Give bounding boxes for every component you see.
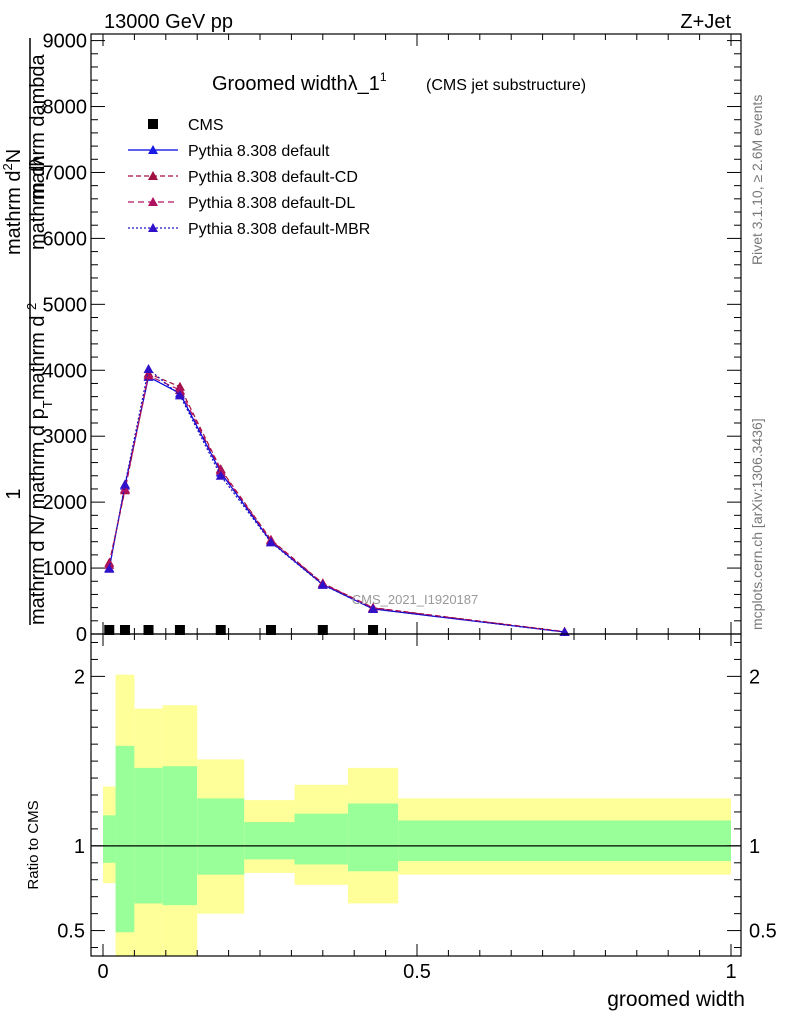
- y-tick-label-4: 4000: [43, 360, 88, 382]
- ratio-y-tick-label-right-0: 0.5: [749, 921, 777, 943]
- chart-subtitle: (CMS jet substructure): [426, 77, 586, 94]
- y-tick-label-0: 0: [76, 624, 87, 646]
- main-plot: 0 1000 2000 3000 4000 5000 6000 7000 8000 9000 CMS…: [43, 31, 742, 646]
- legend-label-0: Pythia 8.308 default: [188, 143, 330, 160]
- legend-marker-0: [148, 145, 158, 154]
- series-3-point-5: [265, 537, 276, 547]
- legend-marker-2: [148, 197, 158, 206]
- legend-label-1: Pythia 8.308 default-CD: [188, 169, 358, 186]
- series-3-point-3: [174, 390, 185, 400]
- cms-point-1: [119, 625, 130, 635]
- series-3-point-1: [119, 479, 130, 489]
- x-tick-label-1: 0.5: [403, 961, 431, 983]
- series-line-3: [108, 367, 565, 633]
- ratio-y-tick-label-left-0: 0.5: [57, 921, 85, 943]
- ylabel-lower-mid: mathrm d 2: [24, 303, 49, 400]
- series-line-1: [108, 372, 565, 633]
- series-2-point-3: [174, 385, 185, 395]
- legend-marker-3: [148, 223, 158, 232]
- y-tick-label-1: 1000: [43, 558, 88, 580]
- rivet-label: Rivet 3.1.10, ≥ 2.6M events: [749, 95, 765, 265]
- cms-point-6: [317, 625, 328, 635]
- cms-point-2: [143, 625, 154, 635]
- ratio-green-band-2: [134, 767, 163, 904]
- mcplots-label: mcplots.cern.ch [arXiv:1306.3436]: [749, 418, 765, 630]
- ratio-green-band-5: [244, 822, 295, 860]
- x-tick-label-0: 0: [97, 961, 108, 983]
- legend-label-3: Pythia 8.308 default-MBR: [188, 221, 370, 238]
- process-label: Z+Jet: [680, 11, 731, 33]
- series-3-point-6: [317, 579, 328, 589]
- cms-point-4: [215, 625, 226, 635]
- series-3-point-2: [143, 363, 154, 373]
- cms-point-3: [174, 625, 185, 635]
- y-axis-label: 1 mathrm d N/ mathrm d pT mathrm d 2 mat…: [0, 38, 55, 625]
- ratio-y-tick-label-left-1: 1: [74, 836, 85, 858]
- chart-title: Groomed widthλ_11: [212, 70, 387, 95]
- analysis-watermark: CMS_2021_I1920187: [352, 592, 479, 607]
- x-tick-label-2: 1: [725, 961, 736, 983]
- ylabel-denominator: mathrm d N/ mathrm d pT: [27, 400, 55, 625]
- ratio-y-tick-label-right-1: 1: [749, 836, 760, 858]
- series-3-point-4: [215, 470, 226, 480]
- y-tick-label-9: 9000: [43, 31, 88, 53]
- y-tick-label-6: 6000: [43, 228, 88, 250]
- ratio-green-band-7: [347, 803, 399, 872]
- legend-marker-1: [148, 171, 158, 180]
- ratio-y-tick-label-right-2: 2: [749, 666, 760, 688]
- energy-label: 13000 GeV pp: [104, 11, 233, 33]
- ratio-green-band-3: [162, 766, 198, 906]
- y-tick-label-3: 3000: [43, 426, 88, 448]
- series-2-point-2: [143, 370, 154, 380]
- ylabel-mathrm-dN: mathrm d2N: [0, 149, 25, 255]
- legend-label-2: Pythia 8.308 default-DL: [188, 195, 355, 212]
- ratio-y-tick-label-left-2: 2: [74, 666, 85, 688]
- y-tick-label-5: 5000: [43, 294, 88, 316]
- legend-label-cms: CMS: [188, 117, 224, 134]
- y-tick-label-7: 7000: [43, 162, 88, 184]
- ylabel-tail: mathrm dλ: [27, 156, 49, 250]
- series-2-point-1: [119, 483, 130, 493]
- x-axis-label: groomed width: [607, 988, 745, 1011]
- y-tick-label-8: 8000: [43, 97, 88, 119]
- ratio-y-label: Ratio to CMS: [25, 800, 42, 889]
- ratio-green-band-8: [398, 820, 731, 862]
- cms-point-7: [368, 625, 379, 635]
- ratio-plot: 0 0.5 1 0.5 0.5 1 1 2 2: [57, 633, 777, 983]
- ratio-green-band-6: [294, 813, 348, 865]
- ratio-green-band-4: [197, 798, 245, 875]
- cms-point-0: [104, 625, 115, 635]
- series-3-point-0: [104, 563, 115, 573]
- ratio-green-band-0: [103, 815, 116, 863]
- ratio-green-band-1: [115, 745, 135, 933]
- series-line-0: [108, 375, 565, 633]
- cms-point-5: [265, 625, 276, 635]
- series-2-point-4: [215, 465, 226, 475]
- series-line-2: [108, 374, 565, 633]
- legend-marker-cms: [148, 119, 158, 129]
- ylabel-numerator: 1: [3, 488, 25, 499]
- series-3-point-7: [368, 603, 379, 613]
- y-tick-label-2: 2000: [43, 492, 88, 514]
- ylabel-lambda: mathrm dambda: [27, 54, 49, 200]
